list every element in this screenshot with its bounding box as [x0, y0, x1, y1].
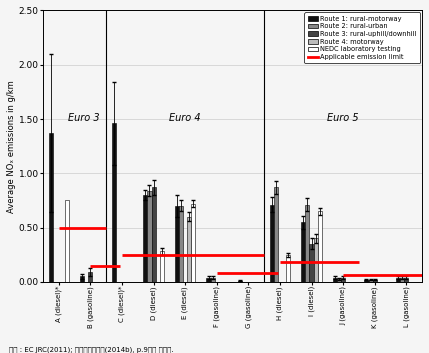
Bar [317, 211, 322, 282]
Bar [65, 201, 69, 282]
Bar [337, 279, 341, 282]
Legend: Route 1: rural-motorway, Route 2: rural-urban, Route 3: rural-uphill/downhill, R: Route 1: rural-motorway, Route 2: rural-… [304, 12, 420, 64]
Bar [187, 217, 191, 282]
Bar [364, 280, 369, 282]
Text: Euro 4: Euro 4 [169, 113, 201, 123]
Bar [88, 272, 92, 282]
Bar [270, 205, 274, 282]
Bar [314, 238, 317, 282]
Bar [404, 277, 408, 282]
Bar [341, 277, 345, 282]
Text: Euro 5: Euro 5 [327, 113, 359, 123]
Bar [148, 191, 151, 282]
Bar [286, 255, 290, 282]
Bar [369, 280, 373, 282]
Bar [373, 280, 377, 282]
Bar [333, 277, 337, 282]
Bar [238, 281, 242, 282]
Bar [80, 276, 84, 282]
Bar [151, 187, 156, 282]
Bar [191, 204, 196, 282]
Bar [206, 277, 211, 282]
Bar [48, 133, 53, 282]
Bar [396, 277, 400, 282]
Bar [112, 123, 116, 282]
Text: 자료 : EC JRC(2011); 국립환경과학원(2014b), p.9에서 재인용.: 자료 : EC JRC(2011); 국립환경과학원(2014b), p.9에서… [9, 346, 173, 353]
Y-axis label: Average NOₓ emissions in g/km: Average NOₓ emissions in g/km [7, 80, 16, 213]
Bar [143, 195, 148, 282]
Bar [305, 205, 309, 282]
Bar [301, 222, 305, 282]
Text: Euro 3: Euro 3 [68, 113, 100, 123]
Bar [175, 206, 179, 282]
Bar [160, 251, 164, 282]
Bar [211, 277, 214, 282]
Bar [274, 187, 278, 282]
Bar [400, 277, 404, 282]
Bar [309, 244, 314, 282]
Bar [179, 206, 183, 282]
